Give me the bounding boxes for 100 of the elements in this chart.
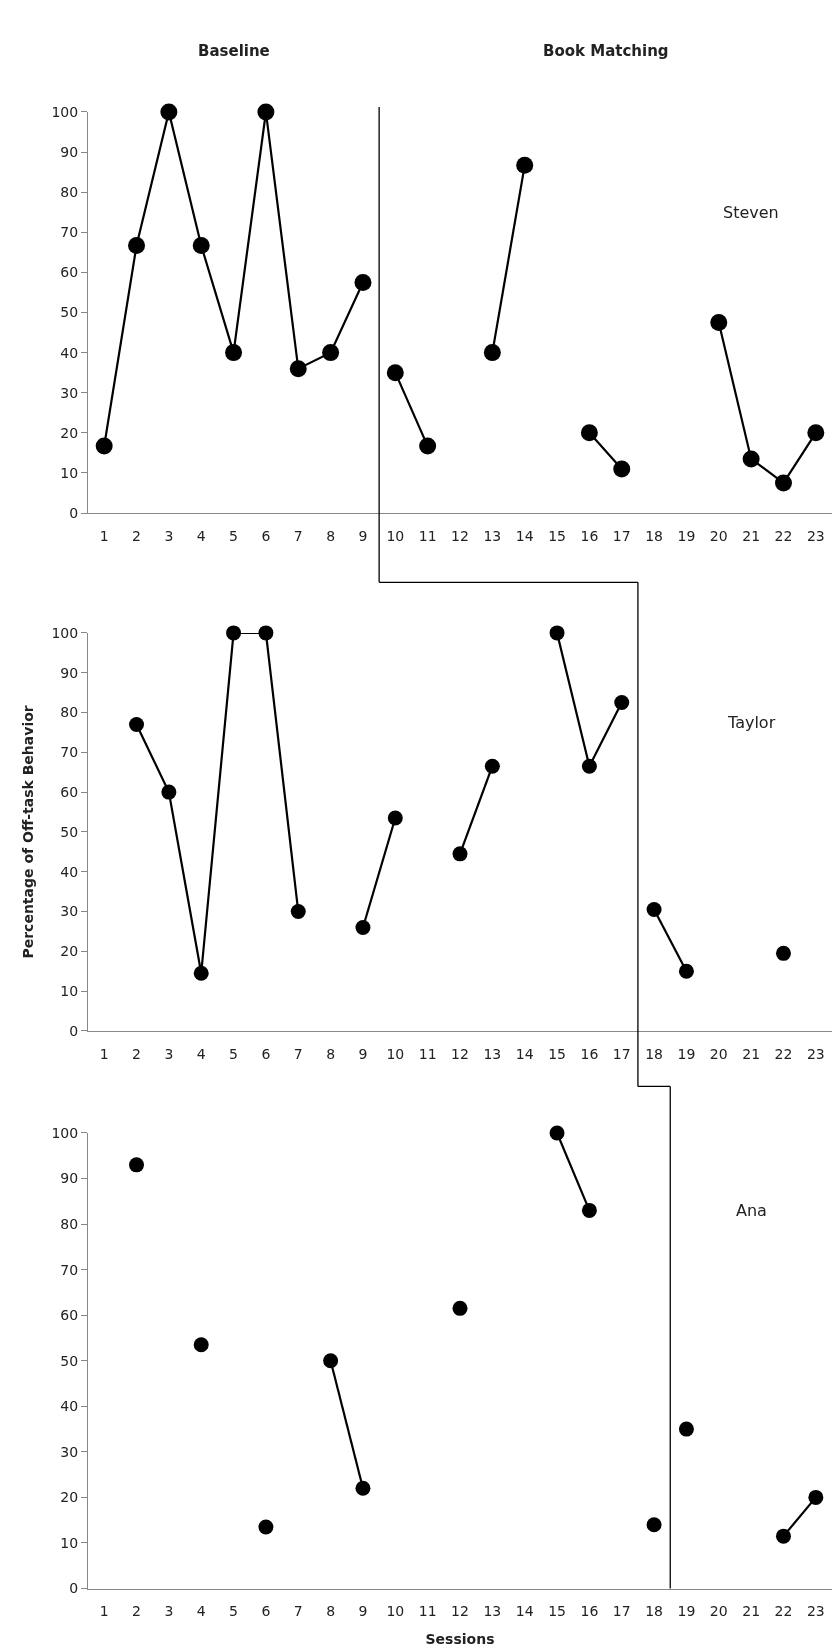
point [257, 103, 275, 121]
y-tick-label: 100 [51, 103, 79, 120]
point [289, 360, 307, 378]
point [192, 237, 210, 255]
point [549, 625, 565, 641]
x-tick-label: 3 [164, 1045, 174, 1062]
x-tick-label: 1 [99, 1045, 109, 1062]
x-tick-label: 2 [132, 1603, 141, 1620]
point [129, 716, 145, 732]
point [516, 156, 534, 174]
point [226, 625, 242, 641]
point [678, 1421, 694, 1437]
x-tick-label: 7 [293, 1045, 303, 1062]
x-tick-label: 13 [483, 527, 502, 544]
y-tick-label: 60 [60, 784, 79, 801]
y-tick-label: 70 [60, 224, 79, 241]
y-tick-label: 10 [60, 1534, 79, 1551]
x-tick-label: 8 [326, 1045, 336, 1062]
x-tick-label: 15 [548, 1045, 566, 1062]
y-tick-label: 90 [60, 1170, 79, 1187]
point [258, 625, 274, 641]
x-tick-label: 12 [451, 1603, 469, 1620]
x-tick-label: 11 [418, 1045, 437, 1062]
x-tick-label: 16 [580, 1045, 599, 1062]
annotation: Steven [723, 203, 779, 222]
x-tick-label: 12 [451, 527, 469, 544]
x-tick-label: 12 [451, 1045, 469, 1062]
y-tick-label: 20 [60, 943, 79, 960]
x-tick-label: 23 [806, 1045, 825, 1062]
point [452, 1300, 468, 1316]
point [160, 103, 178, 121]
annotation: Taylor [727, 713, 776, 732]
point [95, 437, 113, 455]
y-tick-label: 30 [60, 903, 79, 920]
x-tick-label: 18 [645, 527, 663, 544]
y-tick-label: 30 [60, 1443, 79, 1460]
y-tick-label: 20 [60, 1489, 79, 1506]
point [161, 784, 177, 800]
y-tick-label: 0 [69, 504, 79, 521]
x-tick-label: 17 [612, 527, 631, 544]
x-tick-label: 3 [164, 1603, 174, 1620]
x-tick-label: 14 [515, 1045, 534, 1062]
x-tick-label: 7 [293, 1603, 303, 1620]
x-tick-label: 23 [806, 527, 825, 544]
x-tick-label: 4 [196, 1603, 206, 1620]
point [128, 237, 146, 255]
x-tick-label: 10 [386, 527, 405, 544]
point [386, 364, 404, 382]
y-tick-label: 40 [60, 863, 79, 880]
point [193, 1337, 209, 1353]
point [581, 758, 597, 774]
x-tick-label: 8 [326, 1603, 336, 1620]
x-tick-label: 22 [774, 1045, 793, 1062]
point [614, 695, 630, 711]
x-tick-label: 22 [774, 527, 793, 544]
point [322, 344, 340, 362]
point [387, 810, 403, 826]
y-tick-label: 60 [60, 1307, 79, 1324]
point [129, 1157, 145, 1173]
x-tick-label: 19 [677, 1603, 696, 1620]
x-tick-label: 7 [293, 527, 303, 544]
x-tick-label: 6 [261, 527, 271, 544]
x-tick-label: 4 [196, 1045, 206, 1062]
x-tick-label: 19 [677, 527, 696, 544]
annotation: Ana [736, 1201, 767, 1220]
x-tick-label: 19 [677, 1045, 696, 1062]
point [452, 846, 468, 862]
y-tick-label: 70 [60, 1261, 79, 1278]
y-tick-label: 100 [51, 624, 79, 641]
text: Book Matching [543, 42, 669, 60]
x-tick-label: 20 [709, 527, 728, 544]
point [580, 424, 598, 442]
y-tick-label: 80 [60, 704, 79, 721]
x-tick-label: 5 [229, 527, 239, 544]
y-tick-label: 60 [60, 264, 79, 281]
x-tick-label: 10 [386, 1045, 405, 1062]
x-tick-label: 17 [612, 1045, 631, 1062]
x-tick-label: 2 [132, 1045, 141, 1062]
point [258, 1519, 274, 1535]
point [613, 460, 631, 478]
x-tick-label: 4 [196, 527, 206, 544]
point [355, 919, 371, 935]
x-tick-label: 10 [386, 1603, 405, 1620]
y-axis-title: Percentage of Off-task Behavior [20, 705, 37, 959]
x-tick-label: 13 [483, 1045, 502, 1062]
x-tick-label: 1 [99, 1603, 109, 1620]
x-tick-label: 13 [483, 1603, 502, 1620]
x-tick-label: 8 [326, 527, 336, 544]
y-tick-label: 50 [60, 823, 79, 840]
point [549, 1125, 565, 1141]
x-tick-label: 11 [418, 1603, 437, 1620]
point [483, 344, 501, 362]
y-tick-label: 100 [51, 1124, 79, 1141]
x-tick-label: 15 [548, 1603, 566, 1620]
x-tick-label: 9 [358, 1603, 368, 1620]
x-tick-label: 14 [515, 1603, 534, 1620]
x-tick-label: 16 [580, 527, 599, 544]
y-tick-label: 50 [60, 304, 79, 321]
x-tick-label: 17 [612, 1603, 631, 1620]
x-tick-label: 1 [99, 527, 109, 544]
